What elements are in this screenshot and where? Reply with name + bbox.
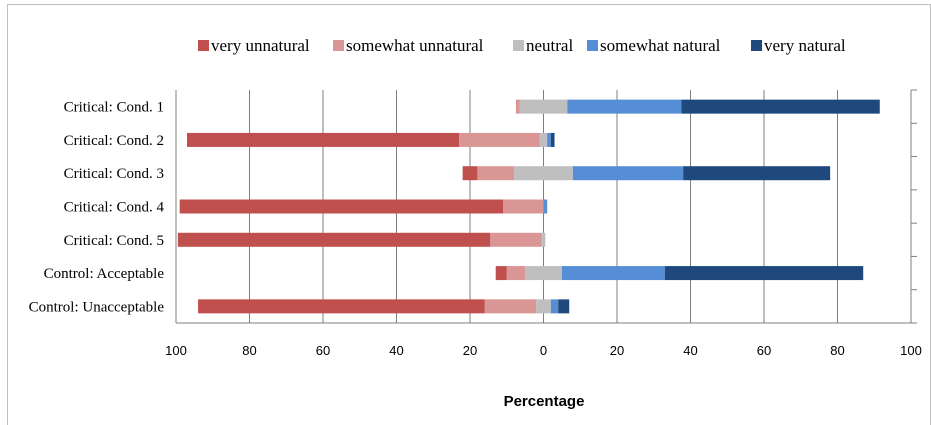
bar-segment bbox=[567, 99, 682, 114]
bar-segment bbox=[515, 99, 520, 114]
bar-segment bbox=[503, 199, 544, 214]
bar-segment bbox=[198, 299, 485, 314]
bar-segment bbox=[664, 266, 864, 281]
x-tick-label: 100 bbox=[900, 343, 922, 358]
legend: very unnatural somewhat unnatural neutral s… bbox=[198, 36, 846, 55]
category-label: Control: Acceptable bbox=[44, 266, 165, 282]
chart-frame bbox=[7, 4, 931, 425]
bar-segment bbox=[177, 232, 491, 247]
bar-segment bbox=[558, 299, 570, 314]
bar-segment bbox=[572, 166, 684, 181]
category-label: Critical: Cond. 1 bbox=[64, 100, 164, 116]
legend-swatch bbox=[513, 40, 524, 51]
category-label: Critical: Cond. 3 bbox=[64, 166, 164, 182]
x-tick-label: 60 bbox=[316, 343, 330, 358]
bar-segment bbox=[550, 299, 559, 314]
legend-label: somewhat natural bbox=[600, 36, 721, 55]
bar-segment bbox=[179, 199, 504, 214]
x-tick-label: 80 bbox=[830, 343, 844, 358]
bar-segment bbox=[495, 266, 507, 281]
bar-segment bbox=[490, 232, 542, 247]
bar-segment bbox=[536, 299, 544, 314]
bar-segment bbox=[477, 166, 515, 181]
bar-segment bbox=[547, 132, 551, 147]
x-axis-label: Percentage bbox=[504, 393, 585, 410]
bar-segment bbox=[458, 132, 540, 147]
bar-segment bbox=[543, 166, 573, 181]
category-label: Critical: Cond. 4 bbox=[64, 200, 165, 216]
x-tick-label: 20 bbox=[610, 343, 624, 358]
bar-segment bbox=[543, 266, 562, 281]
x-tick-label: 40 bbox=[683, 343, 697, 358]
bar-segment bbox=[462, 166, 478, 181]
legend-label: somewhat unnatural bbox=[346, 36, 484, 55]
bar-segment bbox=[484, 299, 537, 314]
x-tick-label: 80 bbox=[242, 343, 256, 358]
bar-segment bbox=[543, 299, 551, 314]
bar-segment bbox=[506, 266, 526, 281]
legend-swatch bbox=[751, 40, 762, 51]
bar-segment bbox=[519, 99, 544, 114]
bar-segment bbox=[683, 166, 831, 181]
x-tick-label: 40 bbox=[389, 343, 403, 358]
category-label: Critical: Cond. 5 bbox=[64, 233, 164, 249]
tick-labels: 100 80 60 40 20 0 20 40 60 80 100 bbox=[165, 343, 922, 358]
bar-segment bbox=[681, 99, 880, 114]
legend-swatch bbox=[333, 40, 344, 51]
bar-segment bbox=[561, 266, 665, 281]
legend-label: very unnatural bbox=[211, 36, 310, 55]
bar-segment bbox=[550, 132, 555, 147]
x-tick-label: 100 bbox=[165, 343, 187, 358]
legend-swatch bbox=[587, 40, 598, 51]
bars bbox=[177, 99, 880, 314]
x-tick-label: 0 bbox=[540, 343, 547, 358]
axes bbox=[176, 89, 917, 324]
bar-segment bbox=[543, 199, 548, 214]
bar-segment bbox=[543, 99, 568, 114]
x-tick-label: 60 bbox=[757, 343, 771, 358]
bar-segment bbox=[514, 166, 544, 181]
bar-segment bbox=[543, 232, 546, 247]
bar-segment bbox=[187, 132, 459, 147]
legend-label: neutral bbox=[526, 36, 573, 55]
bar-segment bbox=[541, 232, 544, 247]
x-tick-label: 20 bbox=[463, 343, 477, 358]
legend-label: very natural bbox=[764, 36, 846, 55]
category-labels: Critical: Cond. 1 Critical: Cond. 2 Critic… bbox=[29, 100, 165, 316]
category-label: Critical: Cond. 2 bbox=[64, 133, 164, 149]
bar-segment bbox=[525, 266, 544, 281]
legend-swatch bbox=[198, 40, 209, 51]
bar-segment bbox=[543, 132, 548, 147]
category-label: Control: Unacceptable bbox=[29, 299, 165, 315]
bar-segment bbox=[539, 132, 544, 147]
